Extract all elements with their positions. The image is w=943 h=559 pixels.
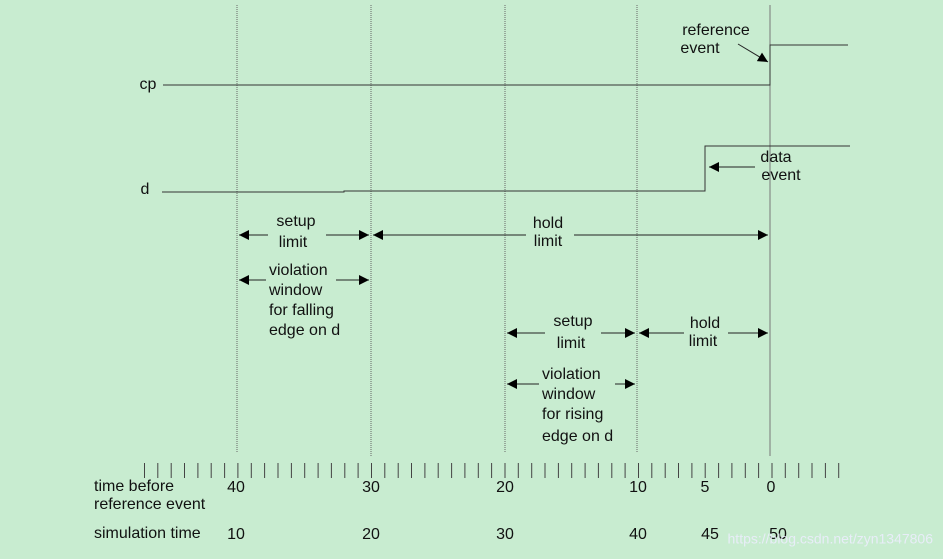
annotation: for falling bbox=[269, 302, 334, 319]
annotation: hold bbox=[690, 315, 720, 332]
annotation: edge on d bbox=[542, 428, 613, 445]
annotation: data bbox=[760, 149, 791, 166]
tick-label: 5 bbox=[701, 479, 710, 496]
time-ruler bbox=[144, 463, 840, 478]
tick-label: 30 bbox=[496, 526, 514, 543]
watermark: https://blog.csdn.net/zyn1347806 bbox=[728, 531, 934, 547]
annotation: violation bbox=[542, 366, 601, 383]
annotation: limit bbox=[279, 234, 308, 251]
signal-label: cp bbox=[140, 76, 157, 93]
tick-label: 0 bbox=[767, 479, 776, 496]
tick-label: 40 bbox=[629, 526, 647, 543]
annotation: setup bbox=[553, 313, 592, 330]
cp-waveform bbox=[163, 44, 848, 86]
annotation: window bbox=[541, 386, 596, 403]
tick-labels: 40 30 20 10 5 010 20 30 40 45 50 bbox=[227, 479, 787, 543]
axis-label: time before bbox=[94, 478, 174, 495]
d-waveform bbox=[162, 145, 850, 193]
tick-label: 30 bbox=[362, 479, 380, 496]
tick-label: 50 bbox=[769, 526, 787, 543]
annotation: for rising bbox=[542, 406, 603, 423]
annotation: violation bbox=[269, 262, 328, 279]
axis-label: simulation time bbox=[94, 525, 201, 542]
annotation: event bbox=[680, 40, 720, 57]
tick-label: 20 bbox=[362, 526, 380, 543]
label-bg bbox=[526, 214, 574, 254]
annotation: limit bbox=[534, 233, 563, 250]
annotation: event bbox=[761, 167, 801, 184]
label-bg bbox=[545, 311, 601, 355]
annotation: limit bbox=[557, 335, 586, 352]
label-bg bbox=[539, 364, 615, 448]
tick-label: 45 bbox=[701, 526, 719, 543]
signal-label: d bbox=[141, 181, 150, 198]
label-bg bbox=[268, 212, 326, 254]
annotation: window bbox=[268, 282, 323, 299]
label-bg bbox=[684, 313, 728, 353]
tick-label: 20 bbox=[496, 479, 514, 496]
annotation: setup bbox=[276, 213, 315, 230]
annotation: edge on d bbox=[269, 322, 340, 339]
annotation: hold bbox=[533, 215, 563, 232]
tick-label: 40 bbox=[227, 479, 245, 496]
tick-label: 10 bbox=[227, 526, 245, 543]
annotation: limit bbox=[689, 333, 718, 350]
axis-label: reference event bbox=[94, 496, 206, 513]
label-bg bbox=[266, 260, 336, 342]
pointer-arrow bbox=[737, 43, 769, 63]
tick-label: 10 bbox=[629, 479, 647, 496]
annotation: reference bbox=[682, 22, 750, 39]
